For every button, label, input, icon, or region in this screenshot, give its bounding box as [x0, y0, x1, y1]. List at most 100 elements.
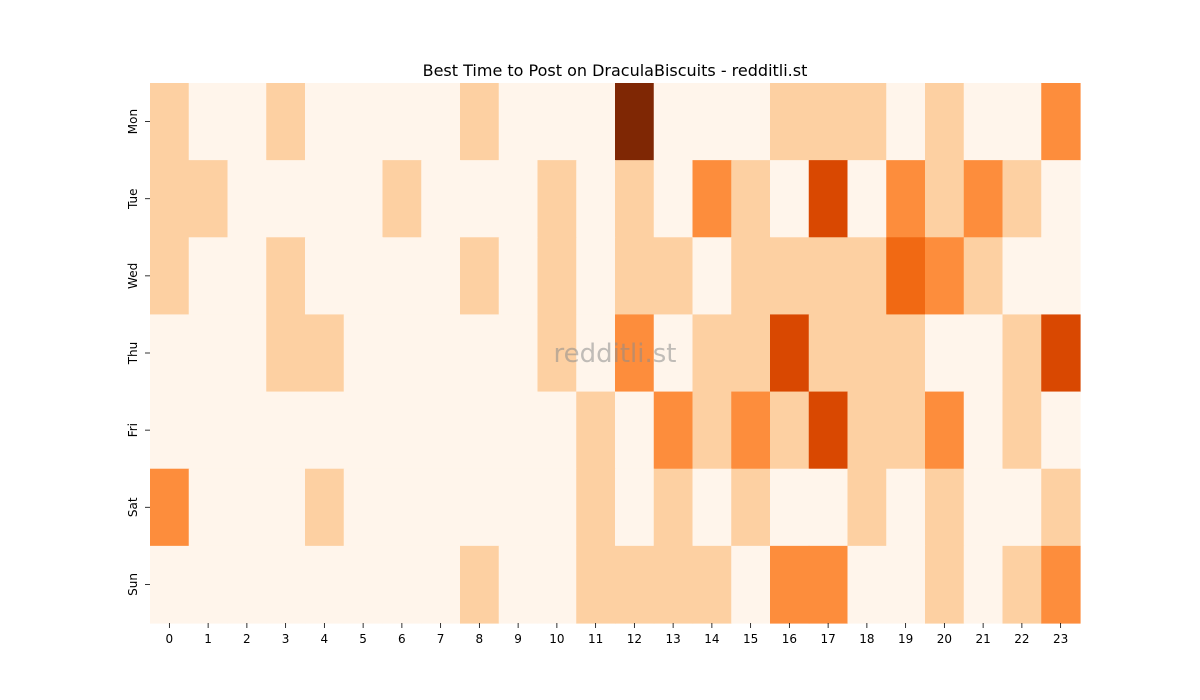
x-tick-label-23: 23: [1053, 632, 1068, 646]
heatmap-cell-sun-2: [227, 545, 267, 624]
heatmap-cell-thu-3: [266, 314, 306, 393]
heatmap-cell-sun-6: [382, 545, 422, 624]
heatmap-cell-sun-23: [1041, 545, 1081, 624]
heatmap-cell-sat-6: [382, 468, 422, 547]
heatmap-cell-fri-13: [653, 391, 694, 470]
y-tick-label-sat: Sat: [126, 497, 140, 517]
heatmap-cell-fri-14: [692, 391, 732, 470]
heatmap-cell-tue-13: [653, 160, 694, 238]
heatmap-cell-fri-7: [421, 391, 461, 470]
x-tick-label-0: 0: [166, 632, 174, 646]
heatmap-cell-sun-16: [770, 545, 810, 624]
heatmap-cell-tue-9: [498, 160, 539, 238]
heatmap-cell-wed-23: [1041, 237, 1081, 316]
heatmap-cell-thu-14: [692, 314, 732, 393]
heatmap-cell-fri-21: [963, 391, 1004, 470]
heatmap-cell-mon-7: [421, 83, 461, 161]
heatmap-cell-sat-12: [615, 468, 655, 547]
heatmap-cell-thu-10: [537, 314, 577, 393]
heatmap-cell-mon-15: [731, 83, 771, 161]
heatmap-cell-sat-5: [343, 468, 384, 547]
heatmap-cell-tue-15: [731, 160, 771, 238]
heatmap-cell-mon-9: [498, 83, 539, 161]
heatmap-cell-sat-22: [1002, 468, 1042, 547]
heatmap-cell-wed-17: [808, 237, 849, 316]
heatmap-cell-tue-14: [692, 160, 732, 238]
heatmap-cell-thu-6: [382, 314, 422, 393]
heatmap-cell-sun-15: [731, 545, 771, 624]
heatmap-cell-thu-19: [886, 314, 926, 393]
heatmap-cell-tue-11: [576, 160, 616, 238]
heatmap-cell-mon-0: [150, 83, 190, 161]
heatmap-cell-thu-5: [343, 314, 384, 393]
heatmap-cell-sat-9: [498, 468, 539, 547]
heatmap-cell-sat-17: [808, 468, 849, 547]
x-tick-label-2: 2: [243, 632, 251, 646]
heatmap-cell-sun-4: [305, 545, 345, 624]
heatmap-cell-sun-17: [808, 545, 849, 624]
heatmap-cell-sun-12: [615, 545, 655, 624]
x-tick-label-14: 14: [704, 632, 719, 646]
x-tick-label-8: 8: [476, 632, 484, 646]
heatmap-cell-tue-21: [963, 160, 1004, 238]
heatmap-cell-tue-22: [1002, 160, 1042, 238]
heatmap-cell-thu-11: [576, 314, 616, 393]
heatmap-cell-fri-5: [343, 391, 384, 470]
heatmap-cell-sat-4: [305, 468, 345, 547]
heatmap-cell-wed-14: [692, 237, 732, 316]
heatmap-cell-sun-5: [343, 545, 384, 624]
heatmap-cell-sun-11: [576, 545, 616, 624]
x-tick-label-1: 1: [204, 632, 212, 646]
heatmap-cell-fri-10: [537, 391, 577, 470]
watermark-text: redditli.st: [554, 339, 677, 369]
heatmap-cell-sat-0: [150, 468, 190, 547]
heatmap-cell-mon-13: [653, 83, 694, 161]
heatmap-cell-sun-7: [421, 545, 461, 624]
heatmap-cell-fri-9: [498, 391, 539, 470]
x-tick-label-3: 3: [282, 632, 290, 646]
heatmap-cell-tue-12: [615, 160, 655, 238]
heatmap-cell-mon-23: [1041, 83, 1081, 161]
x-tick-label-20: 20: [937, 632, 952, 646]
x-tick-label-9: 9: [514, 632, 522, 646]
heatmap-cell-tue-3: [266, 160, 306, 238]
heatmap-cell-fri-4: [305, 391, 345, 470]
heatmap-cell-sun-0: [150, 545, 190, 624]
heatmap-cell-thu-2: [227, 314, 267, 393]
heatmap-cell-wed-1: [188, 237, 229, 316]
heatmap-cell-fri-8: [460, 391, 500, 470]
heatmap-cells: [150, 83, 1081, 624]
heatmap-cell-wed-13: [653, 237, 694, 316]
heatmap-cell-thu-7: [421, 314, 461, 393]
heatmap-cell-thu-15: [731, 314, 771, 393]
heatmap-cell-sun-20: [925, 545, 965, 624]
y-axis: Mon Tue Wed Thu Fri Sat Sun: [126, 109, 150, 596]
heatmap-cell-wed-15: [731, 237, 771, 316]
heatmap-cell-mon-22: [1002, 83, 1042, 161]
heatmap-cell-sun-14: [692, 545, 732, 624]
heatmap-cell-tue-6: [382, 160, 422, 238]
heatmap-cell-fri-11: [576, 391, 616, 470]
heatmap-cell-mon-8: [460, 83, 500, 161]
chart-title: Best Time to Post on DraculaBiscuits - r…: [423, 61, 808, 80]
heatmap-cell-mon-10: [537, 83, 577, 161]
x-tick-label-12: 12: [627, 632, 642, 646]
heatmap-cell-thu-4: [305, 314, 345, 393]
heatmap-cell-wed-9: [498, 237, 539, 316]
heatmap-cell-sat-1: [188, 468, 229, 547]
heatmap-cell-thu-13: [653, 314, 694, 393]
y-tick-label-fri: Fri: [126, 423, 140, 437]
heatmap-cell-sat-23: [1041, 468, 1081, 547]
heatmap-cell-tue-7: [421, 160, 461, 238]
heatmap-cell-thu-0: [150, 314, 190, 393]
heatmap-cell-wed-12: [615, 237, 655, 316]
heatmap-cell-mon-16: [770, 83, 810, 161]
heatmap-cell-fri-2: [227, 391, 267, 470]
y-tick-label-tue: Tue: [126, 188, 140, 210]
heatmap-cell-wed-4: [305, 237, 345, 316]
heatmap-cell-wed-22: [1002, 237, 1042, 316]
heatmap-cell-fri-18: [847, 391, 887, 470]
x-tick-label-6: 6: [398, 632, 406, 646]
heatmap-cell-sun-21: [963, 545, 1004, 624]
heatmap-cell-sat-16: [770, 468, 810, 547]
